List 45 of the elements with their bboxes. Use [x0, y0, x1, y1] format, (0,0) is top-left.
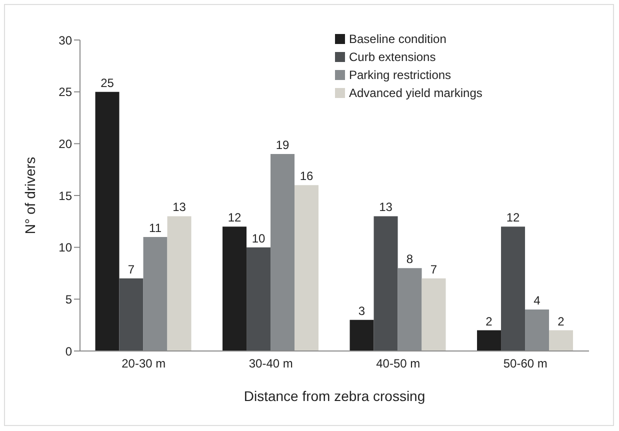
y-tick-label: 30 [58, 33, 72, 48]
y-tick-label: 10 [58, 240, 72, 255]
bar [374, 216, 398, 351]
legend-label: Curb extensions [349, 50, 436, 64]
bar [95, 92, 120, 351]
y-axis-title: N° of drivers [22, 156, 38, 234]
data-label: 13 [172, 200, 186, 214]
data-label: 4 [534, 294, 541, 308]
bar [422, 278, 446, 351]
y-tick-label: 25 [58, 85, 72, 100]
x-tick-label: 40-50 m [376, 356, 420, 371]
y-tick-label: 0 [65, 344, 72, 358]
legend-label: Advanced yield markings [349, 86, 482, 100]
data-label: 7 [430, 262, 438, 276]
bar [549, 330, 574, 351]
data-label: 25 [100, 76, 114, 90]
data-label: 12 [506, 210, 520, 225]
bar [167, 216, 192, 351]
bar [246, 247, 271, 351]
legend-label: Baseline condition [349, 32, 446, 46]
bar [350, 320, 374, 351]
data-label: 19 [276, 138, 290, 152]
data-label: 13 [379, 200, 393, 214]
bar [501, 226, 526, 351]
data-label: 2 [486, 314, 493, 328]
x-axis-title: Distance from zebra crossing [244, 388, 426, 404]
data-label: 2 [558, 314, 565, 328]
data-label: 12 [228, 210, 242, 225]
data-label: 10 [252, 231, 266, 246]
data-label: 3 [358, 304, 366, 318]
bar [294, 185, 319, 351]
y-tick-label: 5 [65, 292, 72, 306]
data-label: 11 [149, 220, 162, 235]
bar [222, 226, 247, 351]
bar [477, 330, 502, 351]
data-label: 8 [406, 252, 414, 266]
y-tick-label: 15 [58, 188, 72, 203]
x-tick-label: 30-40 m [248, 356, 293, 371]
y-tick-label: 20 [58, 136, 72, 151]
data-label: 16 [300, 169, 314, 184]
bar [119, 278, 144, 351]
x-tick-label: 20-30 m [122, 356, 166, 371]
legend-label: Parking restrictions [349, 68, 452, 82]
x-tick-label: 50-60 m [503, 356, 548, 371]
data-label: 7 [128, 262, 135, 276]
